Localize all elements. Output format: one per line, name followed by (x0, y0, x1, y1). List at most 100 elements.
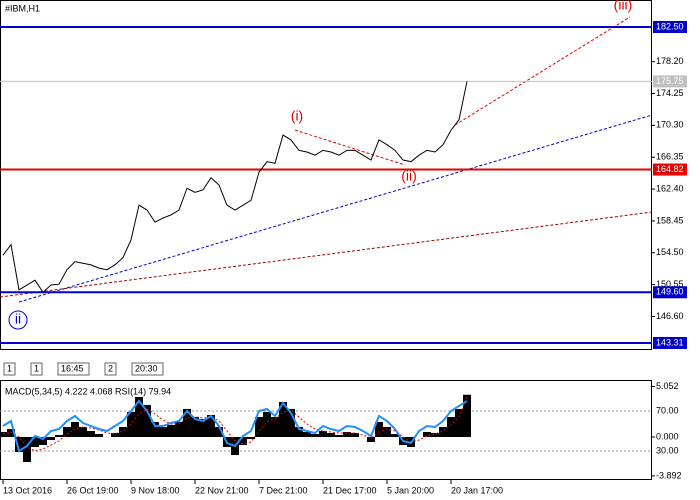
level-label: 149.60 (656, 287, 684, 297)
x-tick-label: 26 Oct 19:00 (67, 485, 119, 495)
y-tick-label: 150.55 (656, 279, 684, 289)
macd-bar (271, 417, 279, 437)
price-label: 175.75 (656, 76, 684, 86)
macd-bar (167, 425, 175, 437)
macd-bar (191, 417, 199, 437)
x-tick-label: 22 Nov 21:00 (195, 485, 249, 495)
macd-bar (303, 432, 311, 437)
level-label: 182.50 (656, 21, 684, 31)
y-tick-label: -3.892 (656, 470, 682, 480)
toolbar-box (57, 362, 90, 376)
wave-label: ii (15, 311, 21, 327)
y-tick-label: 5.052 (656, 381, 679, 391)
macd-bar (7, 429, 15, 437)
y-tick-label: 146.60 (656, 311, 684, 321)
macd-bar (15, 437, 23, 452)
toolbar-text: 1 (34, 363, 39, 373)
wave-label: (iii) (614, 0, 633, 13)
macd-bar (263, 412, 271, 437)
macd-bar (31, 437, 39, 447)
price-line (2, 81, 468, 294)
macd-bar (143, 405, 151, 437)
macd-bar (311, 434, 319, 437)
macd-bar (367, 437, 375, 442)
macd-bar (23, 437, 31, 462)
y2-tick-label: 70.00 (656, 405, 679, 415)
macd-bar (335, 435, 343, 437)
macd-bar (455, 409, 463, 437)
macd-bar (47, 437, 55, 440)
macd-bar (39, 437, 47, 445)
macd-bar (279, 402, 287, 437)
macd-bar (327, 433, 335, 437)
price-tag (653, 75, 687, 88)
macd-bar (183, 409, 191, 437)
macd-bar (319, 431, 327, 437)
macd-bar (207, 415, 215, 437)
macd-bar (55, 435, 63, 437)
trend-line (18, 114, 653, 303)
level-tag (653, 336, 687, 349)
y-tick-label: 178.20 (656, 56, 684, 66)
macd-bar (135, 397, 143, 437)
x-tick-label: 7 Dec 21:00 (259, 485, 308, 495)
indicator-frame (0, 380, 652, 480)
macd-bar (287, 409, 295, 437)
y-tick-label: 158.45 (656, 215, 684, 225)
macd-bar (159, 427, 167, 437)
macd-bar (215, 427, 223, 437)
macd-bar (247, 437, 255, 439)
macd-bar (439, 427, 447, 437)
toolbar-text: 2 (108, 363, 113, 373)
toolbar-box (3, 362, 16, 376)
wave-circle (8, 310, 28, 330)
macd-bar (79, 427, 87, 437)
macd-bar (111, 433, 119, 437)
x-tick-label: 9 Nov 18:00 (131, 485, 180, 495)
rsi-line (2, 399, 468, 453)
macd-bar (255, 417, 263, 437)
toolbar-text: 20:30 (135, 363, 158, 373)
macd-bar (199, 419, 207, 437)
macd-bar (119, 427, 127, 437)
indicator-title: MACD(5,34,5) 4.222 4.068 RSI(14) 79.94 (5, 386, 171, 396)
level-tag (653, 21, 687, 34)
macd-bar (87, 431, 95, 437)
chart-title: #IBM,H1 (5, 3, 40, 13)
trend-line (454, 16, 631, 126)
macd-bar (343, 432, 351, 437)
level-label: 143.31 (656, 337, 684, 347)
macd-bar (175, 422, 183, 437)
macd-bar (63, 427, 71, 437)
signal-line (2, 396, 468, 452)
toolbar-text: 1 (7, 363, 12, 373)
x-tick-label: 21 Dec 17:00 (323, 485, 377, 495)
level-label: 164.82 (656, 164, 684, 174)
macd-bar (431, 433, 439, 437)
macd-bar (391, 434, 399, 437)
toolbar-box (104, 362, 117, 376)
x-tick-label: 20 Jan 17:00 (451, 485, 503, 495)
y-tick-label: 174.25 (656, 88, 684, 98)
macd-bar (351, 433, 359, 437)
wave-label: (ii) (401, 168, 417, 184)
trend-line (0, 211, 653, 298)
level-tag (653, 163, 687, 176)
trend-line (294, 129, 406, 166)
macd-bar (447, 417, 455, 437)
toolbar-box (30, 362, 43, 376)
macd-bar (463, 394, 471, 437)
macd-bar (423, 432, 431, 437)
macd-bar (95, 434, 103, 437)
wave-label: (i) (291, 108, 303, 124)
toolbar-box (131, 362, 164, 376)
macd-bar (295, 427, 303, 437)
level-tag (653, 286, 687, 299)
y-tick-label: 170.30 (656, 120, 684, 130)
macd-bar (239, 437, 247, 445)
macd-bar (0, 432, 7, 437)
y-tick-label: 162.40 (656, 183, 684, 193)
x-tick-label: 13 Oct 2016 (3, 485, 52, 495)
y-tick-label: 154.50 (656, 247, 684, 257)
toolbar-text: 16:45 (61, 363, 84, 373)
